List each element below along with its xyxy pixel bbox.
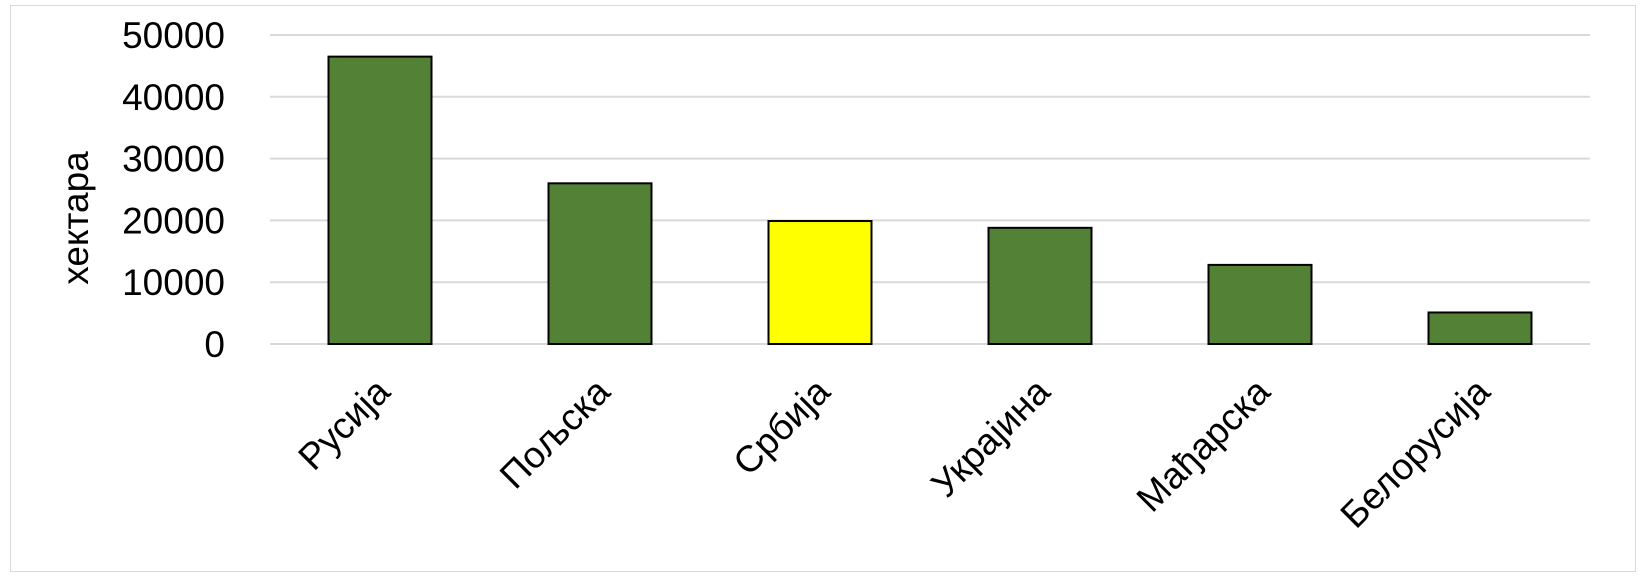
y-tick-label: 40000 <box>122 77 225 118</box>
bar-2 <box>767 220 873 346</box>
bar-5 <box>1427 311 1533 345</box>
y-tick-label: 20000 <box>122 200 225 241</box>
bar-1 <box>547 182 653 345</box>
y-axis-ticks: 0 10000 20000 30000 40000 50000 <box>122 15 225 365</box>
x-tick-label: Мађарска <box>1129 370 1278 519</box>
y-tick-label: 30000 <box>122 139 225 180</box>
x-tick-label: Белорусија <box>1333 370 1498 535</box>
bar-0 <box>327 55 433 345</box>
bar-3 <box>987 226 1093 345</box>
bars <box>327 55 1533 346</box>
y-axis-label: хектара <box>55 151 96 285</box>
x-tick-label: Украјина <box>923 370 1058 505</box>
gridlines <box>270 34 1590 345</box>
x-tick-label: Русија <box>290 370 398 478</box>
y-tick-label: 10000 <box>122 262 225 303</box>
x-axis-ticks: Русија Пољска Србија Украјина Мађарска Белору… <box>290 370 1498 535</box>
x-tick-label: Пољска <box>492 370 618 496</box>
y-tick-label: 50000 <box>122 15 225 56</box>
bar-4 <box>1207 263 1313 345</box>
x-tick-label: Србија <box>725 370 838 483</box>
y-tick-label: 0 <box>204 324 225 365</box>
